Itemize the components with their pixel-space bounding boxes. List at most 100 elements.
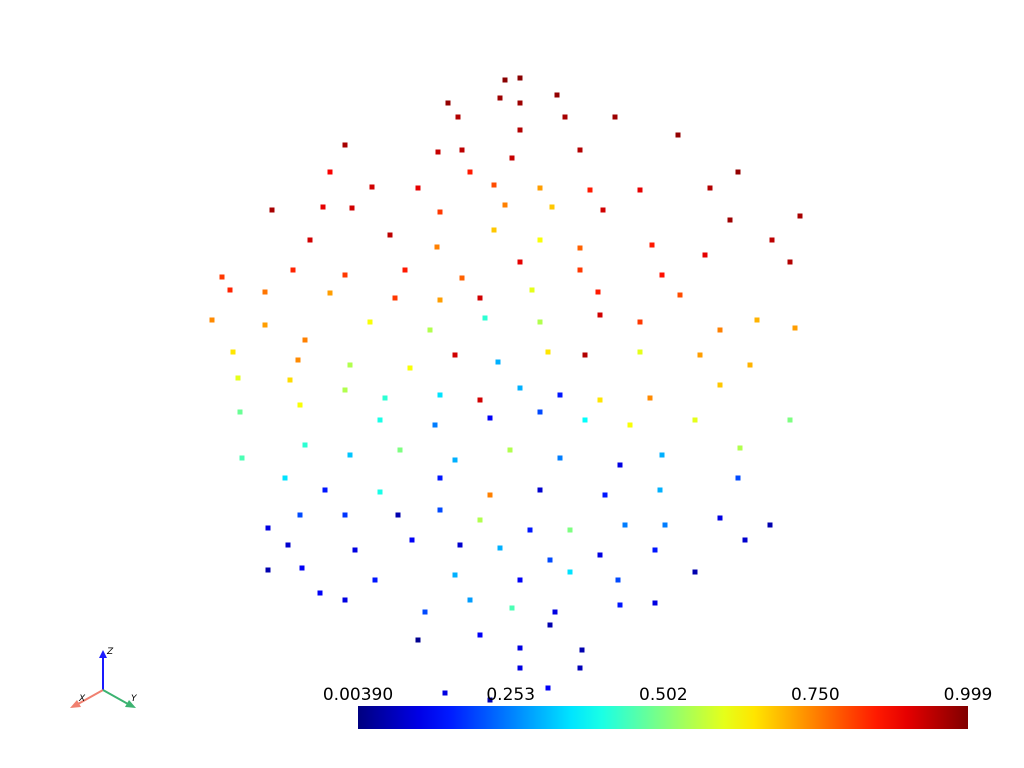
point xyxy=(459,147,465,153)
point xyxy=(227,287,233,293)
point xyxy=(552,609,558,615)
point xyxy=(302,337,308,343)
point xyxy=(567,569,573,575)
x-axis-head xyxy=(70,700,81,708)
colorbar-tick-label: 0.253 xyxy=(486,685,535,705)
point xyxy=(517,645,523,651)
point xyxy=(617,602,623,608)
point xyxy=(367,319,373,325)
point xyxy=(517,577,523,583)
point xyxy=(787,259,793,265)
point xyxy=(320,204,326,210)
point xyxy=(297,402,303,408)
point xyxy=(455,114,461,120)
point xyxy=(487,415,493,421)
point xyxy=(545,349,551,355)
point xyxy=(299,565,305,571)
point xyxy=(502,77,508,83)
point xyxy=(397,447,403,453)
point xyxy=(557,455,563,461)
y-axis-arrow xyxy=(102,689,129,705)
point xyxy=(735,475,741,481)
point xyxy=(347,362,353,368)
point xyxy=(735,169,741,175)
point xyxy=(459,275,465,281)
point xyxy=(322,487,328,493)
point xyxy=(387,232,393,238)
point xyxy=(717,515,723,521)
point xyxy=(285,542,291,548)
point xyxy=(347,452,353,458)
point xyxy=(627,422,633,428)
point xyxy=(597,552,603,558)
point xyxy=(517,665,523,671)
point xyxy=(652,600,658,606)
point xyxy=(602,492,608,498)
point xyxy=(497,95,503,101)
point xyxy=(442,690,448,696)
point xyxy=(600,207,606,213)
point xyxy=(342,142,348,148)
point xyxy=(432,422,438,428)
point xyxy=(377,489,383,495)
point xyxy=(637,349,643,355)
point xyxy=(239,455,245,461)
point xyxy=(792,325,798,331)
point xyxy=(579,647,585,653)
point xyxy=(477,632,483,638)
point xyxy=(262,322,268,328)
point xyxy=(537,487,543,493)
point xyxy=(265,525,271,531)
point xyxy=(302,442,308,448)
point xyxy=(327,169,333,175)
point xyxy=(342,512,348,518)
point xyxy=(562,114,568,120)
point xyxy=(509,155,515,161)
point xyxy=(582,417,588,423)
orientation-axes: Z X Y xyxy=(70,647,138,708)
point xyxy=(437,475,443,481)
point xyxy=(349,205,355,211)
point xyxy=(577,245,583,251)
point xyxy=(754,317,760,323)
point xyxy=(647,395,653,401)
point xyxy=(342,597,348,603)
point xyxy=(235,375,241,381)
point xyxy=(230,349,236,355)
point xyxy=(597,312,603,318)
point xyxy=(369,184,375,190)
point xyxy=(597,397,603,403)
point xyxy=(692,417,698,423)
point xyxy=(509,605,515,611)
point xyxy=(487,697,493,703)
point xyxy=(407,365,413,371)
point xyxy=(797,213,803,219)
point xyxy=(717,327,723,333)
point xyxy=(482,315,488,321)
point xyxy=(265,567,271,573)
point xyxy=(702,252,708,258)
point xyxy=(372,577,378,583)
point xyxy=(517,259,523,265)
point xyxy=(617,462,623,468)
point xyxy=(327,290,333,296)
point xyxy=(219,274,225,280)
point xyxy=(587,187,593,193)
point xyxy=(491,227,497,233)
point xyxy=(697,352,703,358)
point xyxy=(537,185,543,191)
point xyxy=(209,317,215,323)
point xyxy=(452,572,458,578)
point xyxy=(657,487,663,493)
x-axis-label: X xyxy=(78,694,86,704)
point xyxy=(297,512,303,518)
point xyxy=(422,609,428,615)
point xyxy=(767,522,773,528)
point xyxy=(317,590,323,596)
point xyxy=(517,127,523,133)
point xyxy=(415,185,421,191)
point xyxy=(452,352,458,358)
y-axis-label: Y xyxy=(131,694,138,704)
